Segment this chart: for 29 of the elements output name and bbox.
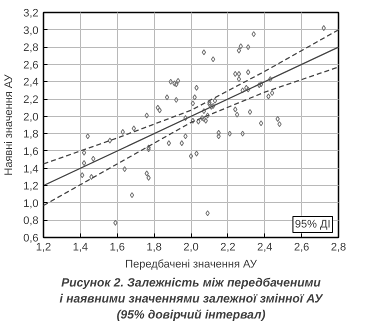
y-tick-label: 3,2 [23, 8, 39, 20]
x-tick-label: 1,2 [36, 242, 52, 254]
x-axis-title: Передбачені значення АУ [125, 258, 258, 270]
y-tick-label: 2,2 [23, 94, 39, 106]
y-tick-label: 2,0 [23, 111, 39, 124]
y-tick-label: 1,8 [23, 128, 39, 141]
x-tick-label: 2,6 [294, 242, 310, 254]
y-tick-label: 0,8 [23, 215, 39, 228]
x-tick-label: 2,8 [330, 242, 346, 254]
x-tick-label: 2,4 [257, 242, 272, 254]
y-tick-label: 2,8 [23, 42, 39, 54]
y-tick-label: 1,6 [23, 146, 39, 158]
x-tick-label: 2,2 [220, 242, 236, 254]
y-tick-label: 1,2 [23, 180, 39, 193]
y-axis-title: Наявні значення АУ [3, 73, 16, 176]
x-tick-label: 1,6 [110, 242, 125, 254]
x-tick-label: 1,8 [146, 242, 162, 254]
annotation: 95% ДІ [294, 218, 330, 230]
x-tick-label: 1,4 [72, 242, 88, 254]
x-tick-label: 2,0 [183, 242, 199, 254]
y-tick-label: 1,0 [23, 198, 39, 210]
text: Рисунок 2. Залежність між передбаченими і наявними значеннями залежної змінної АУ (95% довірчий інтервал) [60, 276, 324, 322]
line-series [44, 66, 338, 206]
y-tick-label: 3,0 [23, 24, 39, 37]
line-series [44, 29, 338, 165]
y-tick-label: 1,4 [23, 163, 39, 176]
y-tick-label: 2,4 [23, 76, 39, 89]
y-tick-label: 0,6 [23, 232, 39, 244]
y-tick-label: 2,6 [23, 59, 39, 72]
